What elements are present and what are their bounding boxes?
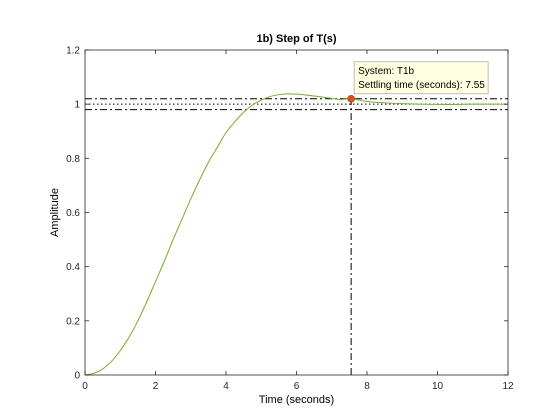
x-tick-label: 4 — [223, 381, 229, 392]
x-tick-label: 6 — [294, 381, 300, 392]
x-axis-ticks: 0 2 4 6 8 10 12 — [82, 50, 514, 392]
x-tick-label: 8 — [364, 381, 370, 392]
settling-point-marker[interactable] — [347, 94, 355, 103]
datatip-box — [353, 61, 489, 95]
y-tick-label: 0.2 — [66, 316, 80, 327]
datatip-system-label: System: T1b — [358, 66, 414, 77]
y-tick-label: 0.8 — [66, 154, 80, 165]
y-tick-label: 1.2 — [66, 46, 80, 57]
y-tick-label: 0.4 — [66, 262, 80, 273]
series-layer — [84, 93, 508, 376]
datatip-settling-label: Settling time (seconds): 7.55 — [358, 80, 485, 91]
x-tick-label: 0 — [82, 381, 88, 392]
y-tick-label: 0.6 — [66, 208, 80, 219]
y-axis-label: Amplitude — [49, 188, 61, 237]
x-axis-label: Time (seconds) — [259, 394, 334, 406]
chart-title: 1b) Step of T(s) — [256, 33, 336, 45]
x-tick-label: 10 — [432, 381, 444, 392]
x-tick-label: 2 — [153, 381, 159, 392]
marker-layer — [347, 94, 355, 103]
step-response-line — [84, 93, 508, 376]
y-tick-label: 0 — [74, 371, 80, 382]
datatip[interactable]: System: T1b Settling time (seconds): 7.5… — [353, 61, 489, 95]
x-tick-label: 12 — [502, 381, 514, 392]
y-axis-ticks: 0 0.2 0.4 0.6 0.8 1 1.2 — [66, 46, 508, 382]
y-tick-label: 1 — [74, 100, 80, 111]
